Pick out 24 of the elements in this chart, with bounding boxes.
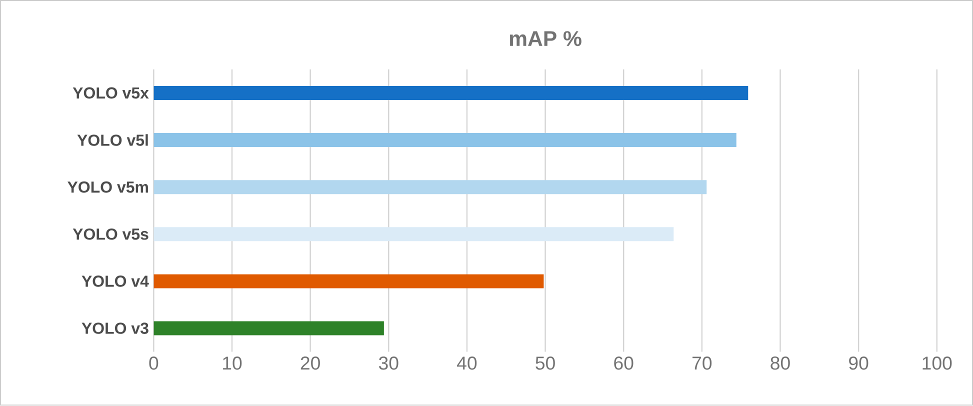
x-tick-label: 70 [692,356,712,370]
x-tick-label: 30 [378,356,398,370]
y-tick-label: YOLO v4 [82,276,149,288]
x-tick-label: 90 [849,356,868,370]
bar [154,321,384,336]
y-tick-label: YOLO v5l [77,134,148,146]
y-tick-label: YOLO v5m [68,182,148,193]
chart-title: mAP % [510,31,582,46]
y-tick-label: YOLO v5x [72,88,149,99]
x-tick-label: 60 [614,356,634,370]
x-tick-label: 40 [457,356,477,370]
x-tick-label: 50 [536,356,555,370]
x-tick-label: 0 [149,356,158,370]
x-tick-label: 100 [922,356,952,370]
bar [154,86,748,100]
x-tick-label: 20 [300,356,320,370]
bar [154,180,707,194]
x-tick-label: 80 [770,356,790,370]
bar [154,133,736,148]
y-tick-label: YOLO v5s [72,228,148,240]
y-tick-label: YOLO v3 [82,322,148,334]
bar [154,274,544,288]
x-tick-label: 10 [223,356,242,370]
bar [154,227,674,242]
